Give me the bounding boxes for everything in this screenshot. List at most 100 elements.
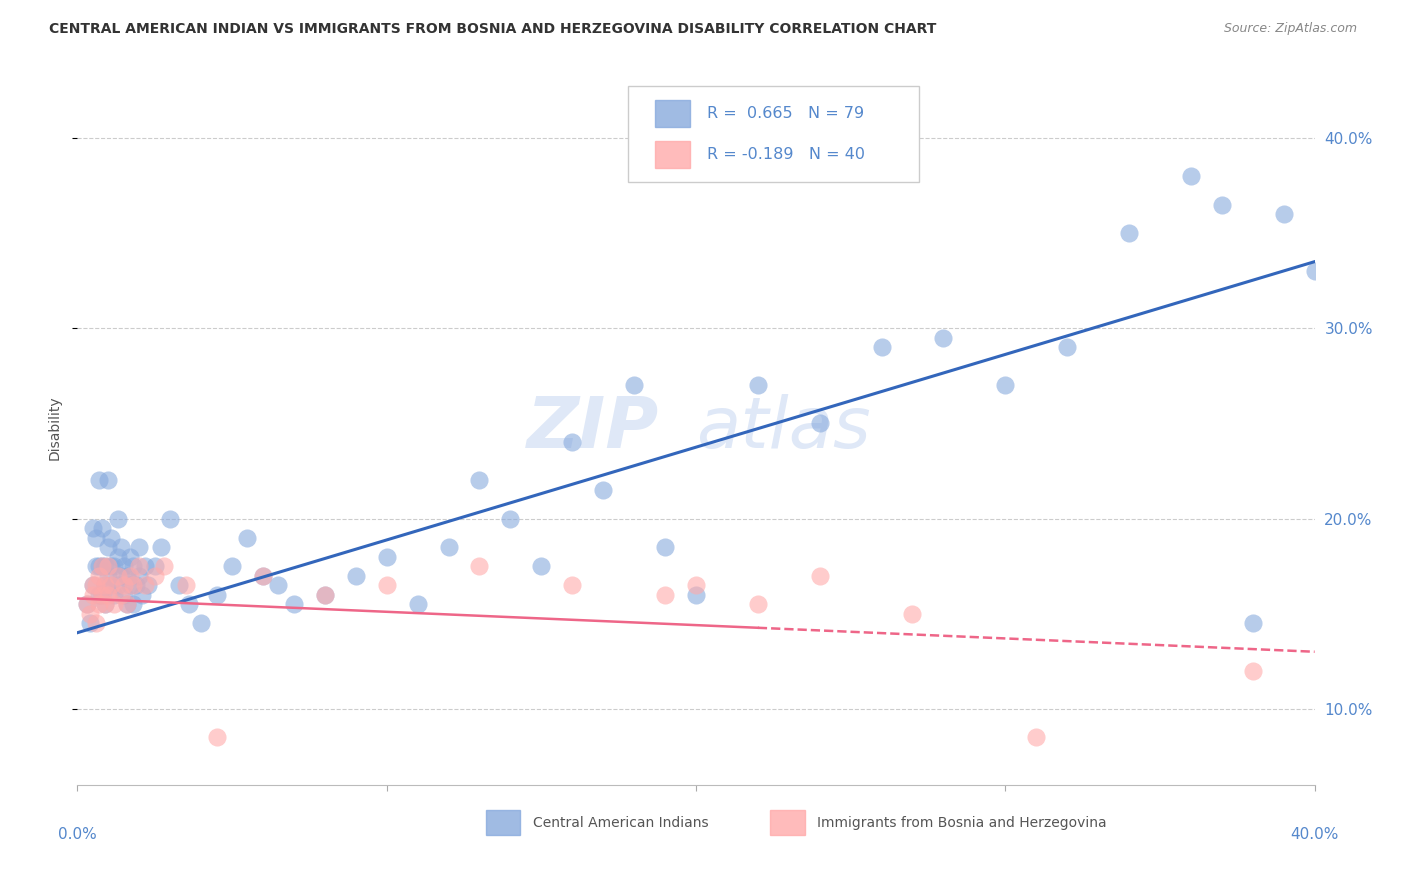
Point <box>468 474 491 488</box>
Point <box>107 549 129 564</box>
Text: atlas: atlas <box>696 393 870 463</box>
Point <box>174 578 197 592</box>
Point <box>994 378 1017 392</box>
Point <box>1180 169 1202 183</box>
Point <box>190 616 212 631</box>
Point <box>94 597 117 611</box>
Point <box>499 511 522 525</box>
Point <box>149 540 172 554</box>
Point <box>561 435 583 450</box>
Point <box>314 588 336 602</box>
Bar <box>770 810 804 835</box>
Point <box>128 559 150 574</box>
Point <box>1118 226 1140 240</box>
Point <box>1025 731 1047 745</box>
Point <box>1272 207 1295 221</box>
Point <box>561 578 583 592</box>
Point <box>747 597 769 611</box>
Point <box>134 578 156 592</box>
Point <box>143 559 166 574</box>
Point <box>252 568 274 582</box>
Point <box>82 578 104 592</box>
Point <box>79 616 101 631</box>
Point <box>103 597 125 611</box>
Point <box>283 597 305 611</box>
Point <box>131 588 153 602</box>
Point <box>932 331 955 345</box>
Point <box>118 568 141 582</box>
Point <box>654 588 676 602</box>
Point <box>87 474 110 488</box>
Bar <box>655 141 690 168</box>
Point <box>592 483 614 497</box>
Point <box>122 559 145 574</box>
Point <box>1241 616 1264 631</box>
Point <box>118 549 141 564</box>
Bar <box>485 810 520 835</box>
Point <box>82 578 104 592</box>
Point <box>205 731 228 745</box>
Point <box>344 568 367 582</box>
Point <box>1211 197 1233 211</box>
Text: 40.0%: 40.0% <box>1291 827 1339 842</box>
Text: Immigrants from Bosnia and Herzegovina: Immigrants from Bosnia and Herzegovina <box>817 816 1107 830</box>
Text: ZIP: ZIP <box>527 393 659 463</box>
Point <box>84 559 107 574</box>
Point <box>110 540 132 554</box>
Point <box>314 588 336 602</box>
Point <box>153 559 176 574</box>
Point <box>97 559 120 574</box>
Point <box>100 559 122 574</box>
Point <box>236 531 259 545</box>
Point <box>87 559 110 574</box>
Bar <box>655 100 690 127</box>
Point <box>112 578 135 592</box>
Point <box>107 511 129 525</box>
Point <box>107 578 129 592</box>
Point <box>91 588 114 602</box>
Point <box>177 597 200 611</box>
Point <box>870 340 893 354</box>
Point <box>94 597 117 611</box>
Point <box>97 588 120 602</box>
Point <box>79 607 101 621</box>
Point <box>87 568 110 582</box>
Point <box>82 521 104 535</box>
Point <box>901 607 924 621</box>
Point <box>685 578 707 592</box>
Point <box>1241 664 1264 678</box>
Point <box>125 578 148 592</box>
Point <box>91 559 114 574</box>
Point <box>76 597 98 611</box>
Point <box>84 531 107 545</box>
Point <box>468 559 491 574</box>
Point <box>115 597 138 611</box>
Point <box>115 597 138 611</box>
Text: Source: ZipAtlas.com: Source: ZipAtlas.com <box>1223 22 1357 36</box>
Text: Central American Indians: Central American Indians <box>533 816 709 830</box>
Point <box>97 540 120 554</box>
Point <box>84 578 107 592</box>
Point <box>107 568 129 582</box>
Point <box>91 588 114 602</box>
Point <box>76 597 98 611</box>
Point <box>91 559 114 574</box>
Point <box>87 588 110 602</box>
Point <box>375 578 398 592</box>
Point <box>654 540 676 554</box>
Point <box>134 559 156 574</box>
Point <box>1056 340 1078 354</box>
Point <box>138 578 160 592</box>
Point <box>97 474 120 488</box>
Y-axis label: Disability: Disability <box>48 396 62 460</box>
Point <box>82 588 104 602</box>
Point <box>118 578 141 592</box>
Point <box>100 578 122 592</box>
Point <box>747 378 769 392</box>
Point <box>91 521 114 535</box>
Point <box>530 559 553 574</box>
Point <box>84 616 107 631</box>
Point <box>143 568 166 582</box>
Point <box>110 568 132 582</box>
Point <box>97 568 120 582</box>
